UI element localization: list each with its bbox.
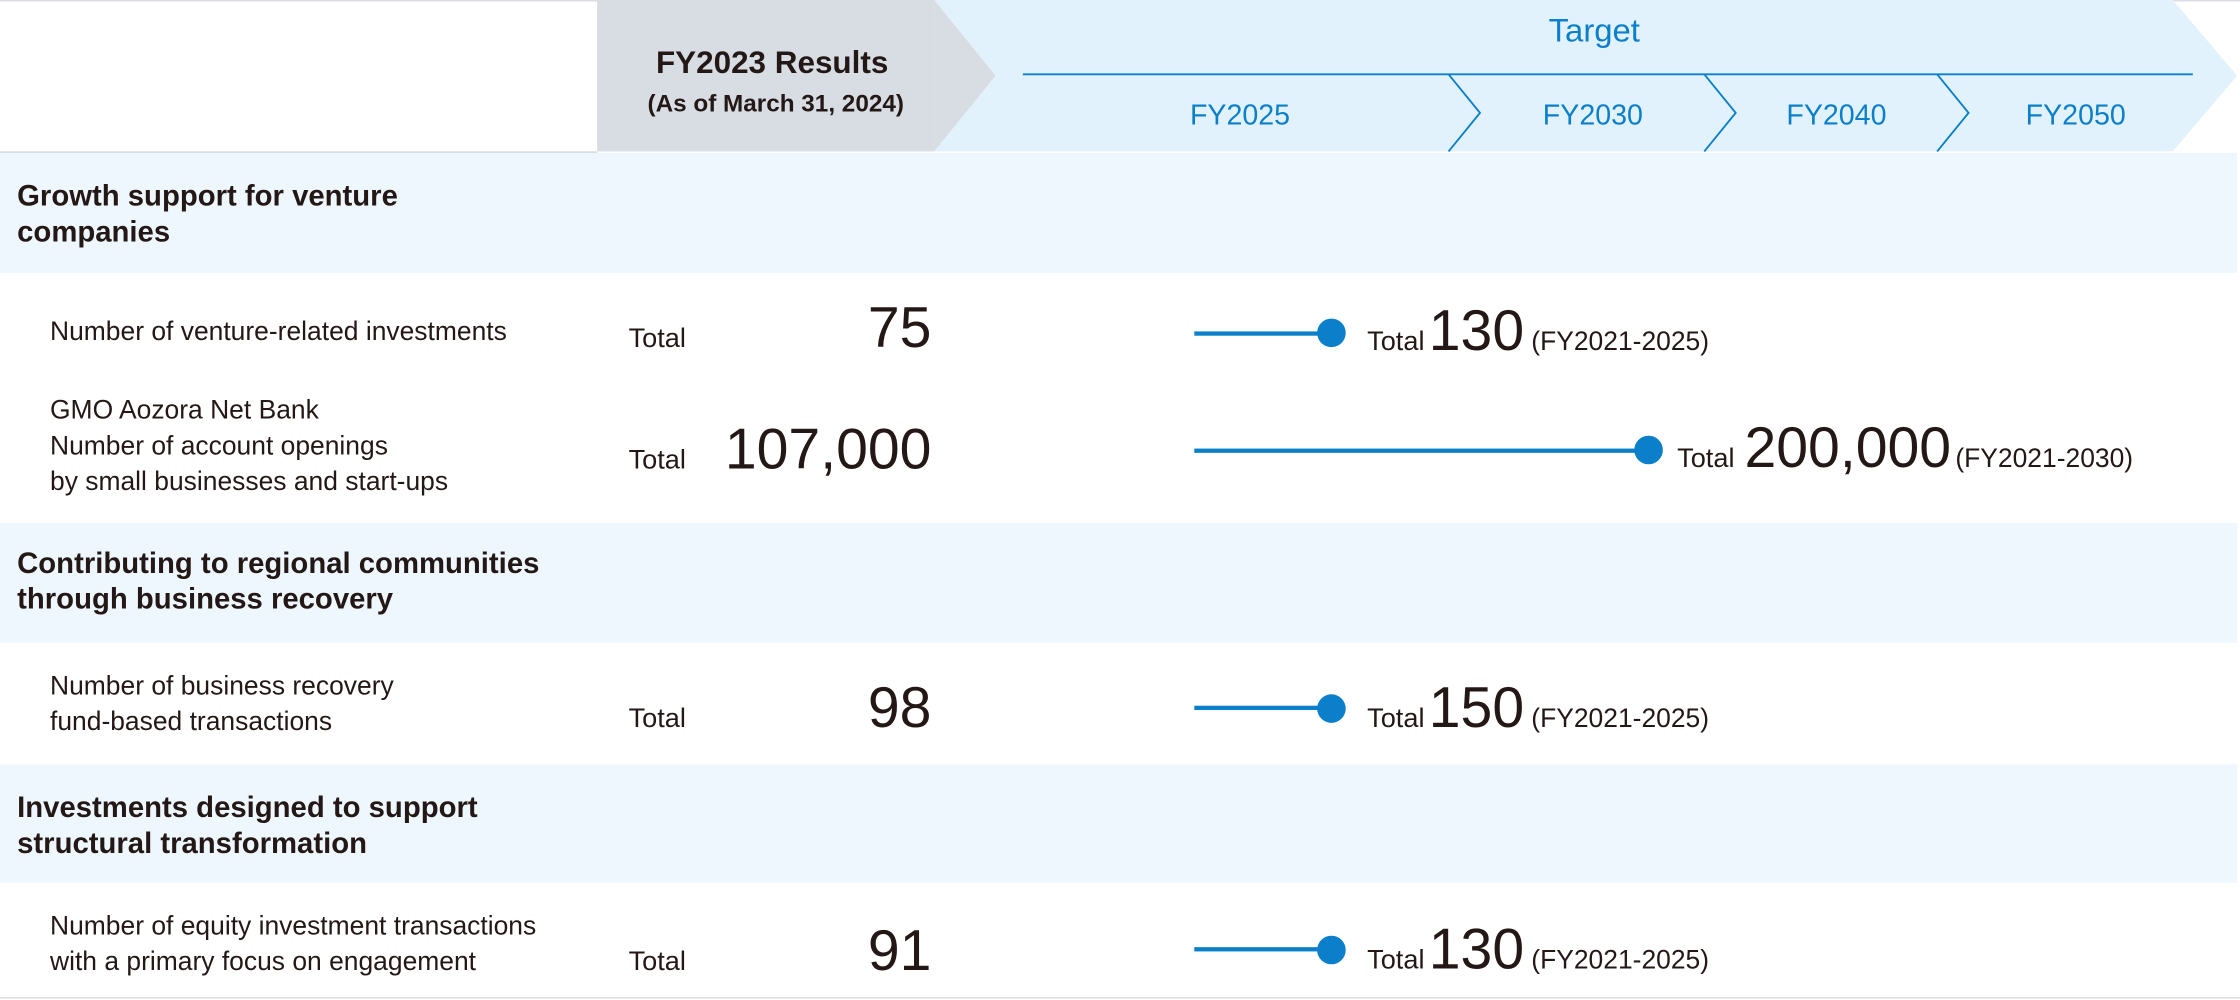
target-total-label: Total [1367, 945, 1425, 976]
bottom-border [0, 997, 2240, 999]
metric-label: by small businesses and start-ups [49, 465, 449, 496]
metric-label: Number of account openings [49, 429, 388, 460]
progress-line [1194, 331, 1332, 336]
target-total-label: Total [1367, 327, 1425, 358]
target-total-label: Total [1677, 444, 1735, 475]
target-title: Target [1548, 11, 1640, 49]
target-dot [1317, 935, 1346, 965]
section-title: through business recovery [17, 582, 394, 616]
metric-label: Number of business recovery [49, 669, 394, 700]
target-period: (FY2021-2030) [1955, 442, 2134, 473]
section-band [0, 522, 2238, 643]
result-total-label: Total [628, 324, 686, 355]
section-title: structural transformation [17, 827, 368, 860]
results-header-band [597, 0, 935, 152]
result-value: 91 [867, 919, 932, 983]
year-fy2025: FY2025 [1189, 99, 1291, 132]
section-title: companies [17, 215, 171, 249]
target-total-label: Total [1367, 704, 1425, 735]
target-line: Total 150 (FY2021-2025) [1367, 677, 1709, 741]
metric-label: fund-based transactions [49, 705, 333, 736]
result-value: 107,000 [724, 418, 932, 482]
results-subtitle: (As of March 31, 2024) [647, 89, 904, 118]
target-period: (FY2021-2025) [1531, 944, 1710, 975]
target-line: Total 130 (FY2021-2025) [1367, 300, 1709, 364]
result-total-label: Total [628, 947, 686, 978]
year-separator-chevron [1447, 73, 1482, 153]
section-title: Growth support for venture [17, 179, 398, 213]
result-value: 75 [867, 297, 932, 360]
year-separator-chevron [1703, 73, 1737, 153]
target-value: 130 [1428, 918, 1525, 982]
target-value: 150 [1428, 677, 1525, 740]
target-line: Total 130 (FY2021-2025) [1367, 919, 1709, 983]
metric-label: with a primary focus on engagement [49, 945, 477, 976]
target-value: 200,000 [1744, 417, 1952, 480]
target-dot [1317, 318, 1346, 348]
results-title: FY2023 Results [655, 44, 889, 80]
progress-line [1194, 448, 1649, 453]
metric-label: Number of equity investment transactions [49, 909, 537, 940]
progress-line [1194, 947, 1332, 952]
metric-label: Number of venture-related investments [49, 315, 507, 346]
target-period: (FY2021-2025) [1531, 702, 1710, 733]
result-total-label: Total [628, 445, 686, 476]
results-arrow-tip [934, 0, 996, 152]
header-bottom-border [0, 151, 598, 153]
target-line: Total 200,000 (FY2021-2030) [1677, 417, 2133, 481]
year-fy2030: FY2030 [1542, 99, 1643, 132]
target-value: 130 [1428, 299, 1525, 363]
year-separator-chevron [1936, 73, 1970, 153]
result-value: 98 [867, 677, 932, 740]
section-title: Contributing to regional communities [17, 547, 540, 580]
metric-label: GMO Aozora Net Bank [49, 394, 319, 425]
target-period: (FY2021-2025) [1531, 325, 1710, 356]
target-dot [1317, 694, 1346, 723]
section-band [0, 764, 2238, 883]
target-header-arrows [934, 0, 2238, 153]
section-title: Investments designed to support [17, 791, 478, 825]
year-fy2040: FY2040 [1786, 99, 1887, 132]
result-total-label: Total [628, 704, 686, 735]
progress-line [1194, 705, 1332, 710]
target-dot [1634, 435, 1663, 465]
target-arrow-band [934, 0, 2238, 152]
section-band [0, 152, 2238, 273]
year-fy2050: FY2050 [2025, 99, 2126, 132]
